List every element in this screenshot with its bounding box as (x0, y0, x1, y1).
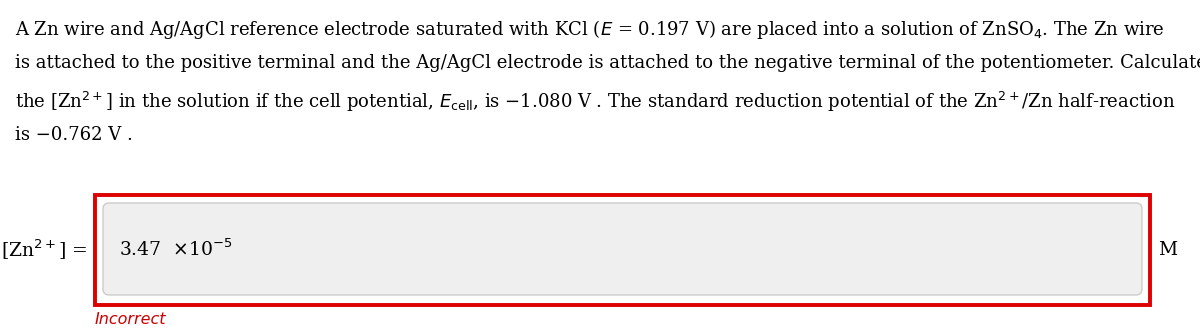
Text: A Zn wire and Ag/AgCl reference electrode saturated with KCl ($E$ = 0.197 V) are: A Zn wire and Ag/AgCl reference electrod… (14, 18, 1165, 41)
Text: 3.47  $\times$10$^{-5}$: 3.47 $\times$10$^{-5}$ (119, 238, 233, 260)
Text: [Zn$^{2+}$] =: [Zn$^{2+}$] = (1, 238, 88, 262)
FancyBboxPatch shape (95, 195, 1150, 305)
Text: is attached to the positive terminal and the Ag/AgCl electrode is attached to th: is attached to the positive terminal and… (14, 54, 1200, 72)
Text: the [Zn$^{2+}$] in the solution if the cell potential, $E_\mathrm{cell}$, is −1.: the [Zn$^{2+}$] in the solution if the c… (14, 90, 1175, 114)
Text: is −0.762 V .: is −0.762 V . (14, 126, 133, 144)
Text: M: M (1158, 241, 1177, 259)
FancyBboxPatch shape (103, 203, 1142, 295)
Text: Incorrect: Incorrect (95, 312, 167, 327)
